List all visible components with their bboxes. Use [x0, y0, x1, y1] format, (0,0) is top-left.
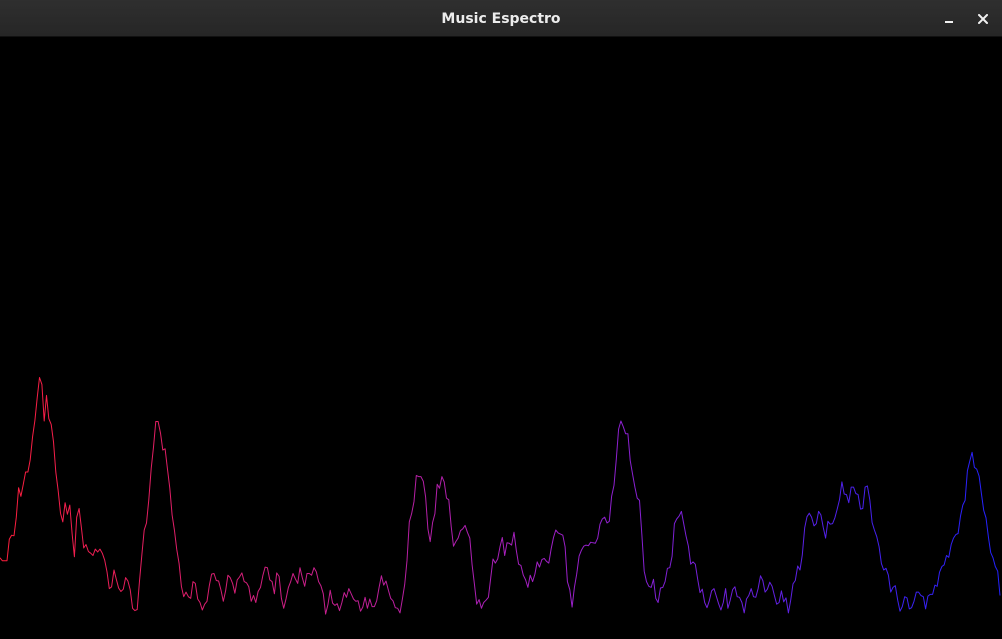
- window-title: Music Espectro: [441, 11, 561, 27]
- title-bar[interactable]: Music Espectro: [0, 0, 1002, 37]
- close-button[interactable]: [971, 7, 995, 31]
- spectrum-canvas: [0, 37, 1002, 639]
- minimize-button[interactable]: [937, 7, 961, 31]
- close-icon: [978, 14, 988, 24]
- spectrum-visualizer: [0, 377, 1001, 615]
- minimize-icon: [945, 21, 953, 23]
- spectrum-line: [0, 377, 1001, 615]
